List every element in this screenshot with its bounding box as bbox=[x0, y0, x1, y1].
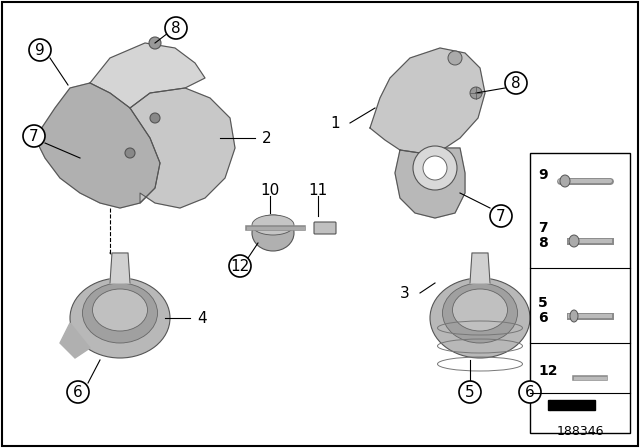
Ellipse shape bbox=[570, 310, 578, 322]
Text: 10: 10 bbox=[260, 182, 280, 198]
Ellipse shape bbox=[452, 289, 508, 331]
Text: 2: 2 bbox=[262, 130, 271, 146]
Text: 7: 7 bbox=[538, 221, 548, 235]
Ellipse shape bbox=[560, 175, 570, 187]
Text: 6: 6 bbox=[525, 384, 535, 400]
Circle shape bbox=[470, 87, 482, 99]
Text: 12: 12 bbox=[538, 364, 557, 378]
Ellipse shape bbox=[93, 289, 147, 331]
Polygon shape bbox=[35, 83, 160, 208]
Text: 7: 7 bbox=[496, 208, 506, 224]
Polygon shape bbox=[60, 323, 90, 358]
Polygon shape bbox=[470, 253, 490, 283]
Ellipse shape bbox=[252, 215, 294, 251]
Text: 6: 6 bbox=[538, 311, 548, 325]
Circle shape bbox=[229, 255, 251, 277]
Ellipse shape bbox=[430, 278, 530, 358]
Bar bbox=[530, 153, 630, 433]
Circle shape bbox=[125, 148, 135, 158]
Text: 7: 7 bbox=[29, 129, 39, 143]
Circle shape bbox=[150, 113, 160, 123]
Circle shape bbox=[67, 381, 89, 403]
Polygon shape bbox=[548, 400, 550, 410]
Polygon shape bbox=[130, 88, 235, 208]
Text: 8: 8 bbox=[171, 21, 181, 35]
Text: 12: 12 bbox=[230, 258, 250, 273]
Text: 4: 4 bbox=[197, 310, 207, 326]
Polygon shape bbox=[90, 43, 205, 108]
Ellipse shape bbox=[442, 283, 518, 343]
Text: 11: 11 bbox=[308, 182, 328, 198]
Text: 3: 3 bbox=[400, 285, 410, 301]
Polygon shape bbox=[110, 253, 130, 283]
Ellipse shape bbox=[569, 235, 579, 247]
Text: 5: 5 bbox=[538, 296, 548, 310]
Circle shape bbox=[29, 39, 51, 61]
Ellipse shape bbox=[252, 215, 294, 235]
FancyBboxPatch shape bbox=[314, 222, 336, 234]
Text: 6: 6 bbox=[73, 384, 83, 400]
Polygon shape bbox=[370, 48, 485, 153]
Circle shape bbox=[459, 381, 481, 403]
Text: 8: 8 bbox=[511, 76, 521, 90]
Circle shape bbox=[23, 125, 45, 147]
Circle shape bbox=[490, 205, 512, 227]
Polygon shape bbox=[395, 148, 465, 218]
Text: 1: 1 bbox=[330, 116, 340, 130]
Text: 8: 8 bbox=[538, 236, 548, 250]
Text: 9: 9 bbox=[35, 43, 45, 57]
Polygon shape bbox=[550, 400, 595, 410]
Circle shape bbox=[413, 146, 457, 190]
Ellipse shape bbox=[83, 283, 157, 343]
Text: 188346: 188346 bbox=[556, 425, 604, 438]
Circle shape bbox=[149, 37, 161, 49]
Ellipse shape bbox=[70, 278, 170, 358]
Circle shape bbox=[505, 72, 527, 94]
Text: 9: 9 bbox=[538, 168, 548, 182]
Circle shape bbox=[165, 17, 187, 39]
Circle shape bbox=[448, 51, 462, 65]
Text: 5: 5 bbox=[465, 384, 475, 400]
Circle shape bbox=[423, 156, 447, 180]
Circle shape bbox=[519, 381, 541, 403]
